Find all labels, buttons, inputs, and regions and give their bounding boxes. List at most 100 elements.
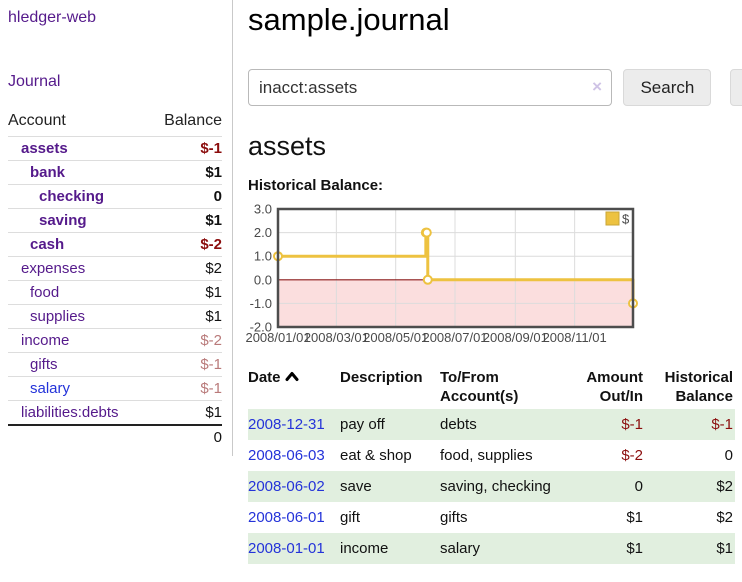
account-balance: $1: [148, 400, 222, 425]
main-content: sample.journal × Search ? assets Histori…: [245, 0, 742, 564]
account-balance: $1: [148, 208, 222, 233]
register-table: Date Description To/From Account(s) Amou…: [248, 365, 735, 564]
x-tick-label: 2008/03/01: [304, 330, 369, 345]
accounts-table: Account Balance assets $-1 bank $1 check…: [8, 108, 222, 449]
account-heading: assets: [248, 131, 327, 161]
transaction-description: gift: [340, 509, 361, 526]
sort-asc-icon: [285, 372, 299, 381]
account-row: checking 0: [8, 184, 222, 209]
account-row: gifts $-1: [8, 352, 222, 377]
help-button[interactable]: ?: [729, 69, 742, 106]
accounts-header-balance: Balance: [164, 112, 222, 129]
account-link[interactable]: assets: [21, 140, 68, 157]
transaction-row: 2008-01-01 income salary $1 $1: [248, 533, 735, 564]
brand-link[interactable]: hledger-web: [8, 9, 97, 26]
account-row: bank $1: [8, 160, 222, 185]
account-link[interactable]: food: [30, 284, 60, 301]
y-tick-label: -1.0: [250, 296, 272, 311]
transaction-description: income: [340, 533, 440, 564]
search-input[interactable]: [248, 69, 612, 106]
chart-frame: [276, 207, 635, 329]
legend-swatch: [605, 211, 620, 226]
x-tick-label: 2008/05/01: [363, 330, 428, 345]
y-tick-label: 3.0: [254, 202, 272, 217]
transaction-date-link[interactable]: 2008-06-01: [248, 509, 325, 526]
transaction-amount: $1: [626, 509, 643, 526]
transaction-balance: $2: [716, 509, 733, 526]
clear-search-icon[interactable]: ×: [592, 77, 602, 96]
chart-heading: Historical Balance:: [248, 177, 384, 194]
transaction-row: 2008-06-01 gift gifts $1 $2: [248, 502, 735, 533]
transaction-amount: $-2: [621, 447, 643, 464]
account-balance: $1: [148, 160, 222, 185]
account-link[interactable]: gifts: [30, 356, 58, 373]
y-tick-label: 0.0: [254, 272, 272, 287]
column-header-amount: Amount Out/In: [586, 369, 643, 405]
transaction-row: 2008-06-03 eat & shop food, supplies $-2…: [248, 440, 735, 471]
account-link[interactable]: liabilities:debts: [21, 404, 119, 421]
account-row: saving $1: [8, 208, 222, 233]
account-link[interactable]: cash: [30, 236, 65, 253]
account-balance: $-1: [148, 352, 222, 377]
accounts-total-row: 0: [8, 424, 222, 449]
account-row: cash $-2: [8, 232, 222, 257]
y-tick-label: -2.0: [250, 320, 272, 335]
x-tick-label: 2008/09/01: [483, 330, 548, 345]
y-tick-label: 2.0: [254, 225, 272, 240]
account-row: income $-2: [8, 328, 222, 353]
account-row: food $1: [8, 280, 222, 305]
account-balance: $-2: [148, 328, 222, 353]
transaction-row: 2008-06-02 save saving, checking 0 $2: [248, 471, 735, 502]
transaction-balance: $2: [645, 471, 735, 502]
column-header-description: Description: [340, 369, 423, 386]
accounts-header-account: Account: [8, 112, 66, 129]
search-form: × Search ?: [248, 69, 742, 106]
transaction-accounts: food, supplies: [440, 447, 533, 464]
transaction-accounts: debts: [440, 409, 565, 440]
column-header-balance: Historical Balance: [664, 369, 733, 405]
sidebar-item-journal[interactable]: Journal: [8, 73, 61, 90]
transaction-accounts: salary: [440, 533, 565, 564]
account-link[interactable]: expenses: [21, 260, 86, 277]
account-row: salary $-1: [8, 376, 222, 401]
data-point-marker: [422, 274, 433, 285]
account-balance: $-1: [148, 136, 222, 161]
transaction-balance: $1: [645, 533, 735, 564]
transaction-accounts: saving, checking: [440, 471, 565, 502]
x-tick-label: 2008/01/01: [245, 330, 310, 345]
account-row: liabilities:debts $1: [8, 400, 222, 425]
historical-balance-chart: 3.0 2.0 1.0 0.0 -1.0 -2.02008/01/012008/03/01…: [245, 202, 638, 345]
transaction-date-link[interactable]: 2008-06-02: [248, 478, 325, 495]
search-button[interactable]: Search: [623, 69, 712, 106]
app-brand: hledger-web: [8, 9, 222, 27]
transaction-date-link[interactable]: 2008-12-31: [248, 416, 325, 433]
account-balance: $1: [148, 304, 222, 329]
y-tick-label: 1.0: [254, 249, 272, 264]
transaction-date-link[interactable]: 2008-06-03: [248, 447, 325, 464]
transaction-row: 2008-12-31 pay off debts $-1 $-1: [248, 409, 735, 440]
account-link[interactable]: salary: [30, 380, 71, 397]
sidebar-nav: Journal: [8, 73, 222, 91]
accounts-total: 0: [148, 424, 222, 449]
account-link[interactable]: checking: [39, 188, 105, 205]
account-link[interactable]: saving: [39, 212, 87, 229]
account-balance: $-1: [148, 376, 222, 401]
transaction-date-link[interactable]: 2008-01-01: [248, 540, 325, 557]
account-balance: $1: [148, 280, 222, 305]
column-header-date[interactable]: Date: [248, 365, 340, 409]
x-tick-label: 2008/11/01: [543, 330, 607, 345]
transaction-amount: 0: [565, 471, 645, 502]
account-row: assets $-1: [8, 136, 222, 161]
accounts-header-row: Account Balance: [8, 108, 222, 137]
legend-label: $: [622, 212, 630, 227]
account-link[interactable]: supplies: [30, 308, 86, 325]
transaction-description: save: [340, 471, 440, 502]
transaction-description: eat & shop: [340, 447, 412, 464]
account-link[interactable]: income: [21, 332, 70, 349]
page-title: sample.journal: [248, 2, 450, 37]
transaction-description: pay off: [340, 409, 440, 440]
transaction-accounts: gifts: [440, 509, 468, 526]
account-link[interactable]: bank: [30, 164, 66, 181]
x-tick-label: 2008/07/01: [422, 330, 487, 345]
account-balance: $-2: [148, 232, 222, 257]
